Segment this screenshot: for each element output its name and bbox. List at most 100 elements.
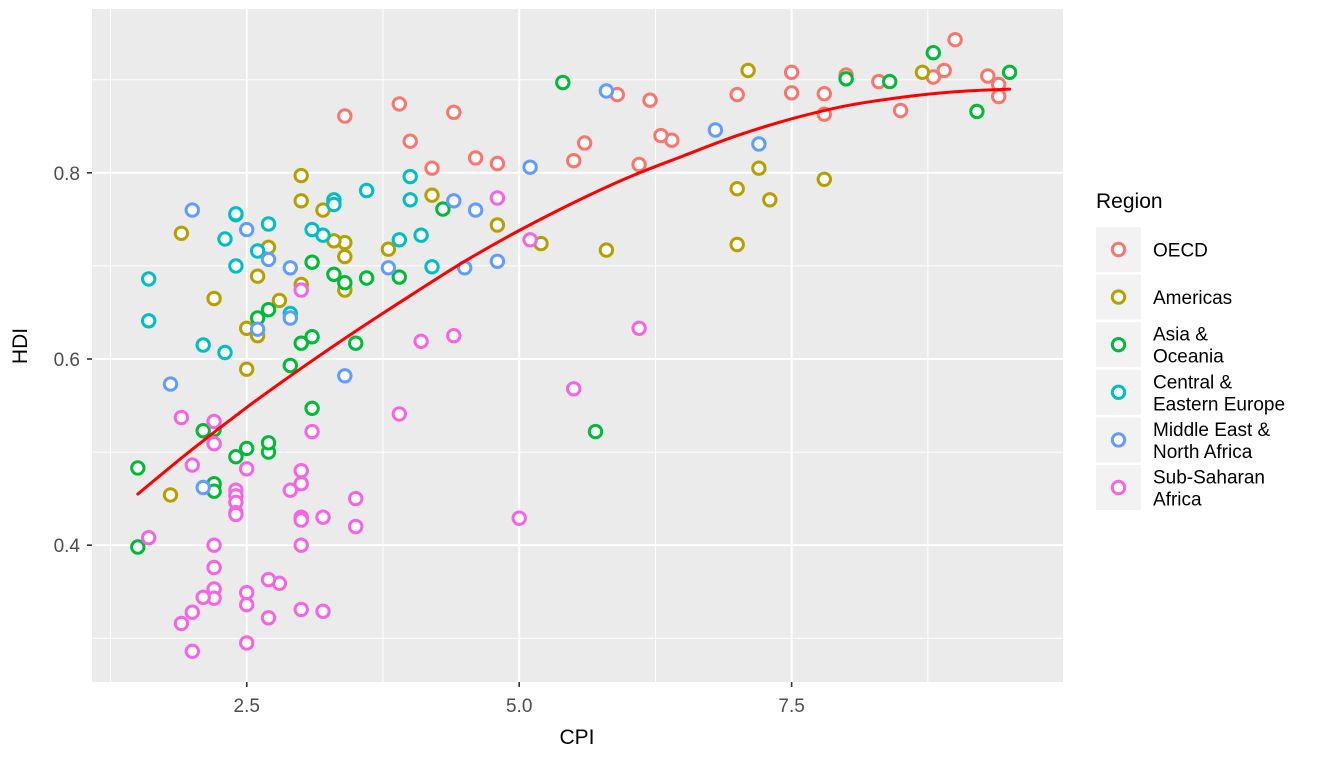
data-point-sub-saharan-africa [239, 461, 255, 477]
data-point-asia-oceania [925, 45, 941, 61]
data-point-sub-saharan-africa [631, 320, 647, 336]
data-point-middle-east-north-africa [598, 83, 615, 99]
data-point-sub-saharan-africa [206, 436, 222, 452]
data-point-oecd [467, 150, 484, 166]
data-point-oecd [566, 153, 582, 169]
data-point-americas [173, 225, 190, 242]
legend-key-marker [1110, 479, 1127, 496]
legend-item-label: Americas [1153, 288, 1232, 309]
data-point-asia-oceania [260, 435, 277, 451]
data-point-oecd [892, 102, 909, 119]
data-point-asia-oceania [555, 74, 571, 91]
data-point-americas [729, 236, 745, 253]
data-point-sub-saharan-africa [239, 584, 255, 601]
data-point-sub-saharan-africa [348, 490, 364, 507]
data-point-sub-saharan-africa [522, 232, 538, 248]
data-point-americas [598, 242, 615, 258]
data-point-middle-east-north-africa [522, 159, 538, 175]
data-point-middle-east-north-africa [162, 376, 179, 392]
legend-item-americas: Americas [1096, 274, 1232, 320]
data-point-sub-saharan-africa [293, 601, 309, 618]
data-point-sub-saharan-africa [228, 506, 244, 523]
data-point-oecd [337, 108, 353, 124]
data-point-asia-oceania [358, 270, 375, 286]
data-point-asia-oceania [304, 254, 320, 270]
data-point-asia-oceania [391, 269, 407, 285]
data-point-middle-east-north-africa [337, 368, 353, 384]
data-point-sub-saharan-africa [348, 518, 364, 535]
legend-title: Region [1096, 190, 1163, 213]
legend-item-asia-oceania: Asia &Oceania [1096, 322, 1224, 368]
legend-item-label: North Africa [1153, 442, 1253, 463]
data-point-asia-oceania [838, 71, 854, 87]
y-tick-label: 0.6 [54, 350, 80, 371]
data-point-sub-saharan-africa [206, 537, 222, 553]
data-point-asia-oceania [130, 539, 146, 555]
data-point-sub-saharan-africa [206, 413, 222, 430]
data-point-sub-saharan-africa [489, 190, 506, 206]
data-point-oecd [642, 92, 658, 108]
data-point-asia-oceania [304, 329, 320, 345]
data-point-sub-saharan-africa [315, 509, 331, 525]
data-point-sub-saharan-africa [293, 476, 309, 492]
y-tick-label: 0.8 [54, 164, 80, 185]
data-point-sub-saharan-africa [304, 423, 320, 440]
data-point-americas [914, 64, 931, 81]
data-point-sub-saharan-africa [173, 409, 190, 426]
legend-item-label: Middle East & [1153, 420, 1271, 441]
plot-panel [92, 9, 1063, 682]
data-point-central-eastern-europe [402, 192, 418, 208]
data-point-asia-oceania [969, 103, 985, 120]
data-point-oecd [816, 86, 832, 102]
trend-line [136, 87, 1012, 496]
data-point-middle-east-north-africa [184, 202, 201, 218]
axes: 2.5 5.0 7.5 0.4 0.6 0.8 [54, 164, 805, 717]
legend-item-label: Sub-Saharan [1153, 468, 1265, 489]
data-point-sub-saharan-africa [195, 589, 211, 605]
data-point-middle-east-north-africa [260, 251, 277, 268]
data-point-central-eastern-europe [402, 168, 418, 185]
legend-item-label: OECD [1153, 241, 1208, 262]
data-point-middle-east-north-africa [239, 221, 255, 238]
data-point-sub-saharan-africa [239, 597, 255, 613]
data-point-central-eastern-europe [141, 313, 157, 329]
data-points [130, 32, 1018, 659]
data-point-oecd [783, 85, 800, 101]
data-point-asia-oceania [882, 73, 898, 90]
data-point-asia-oceania [435, 201, 451, 217]
legend-item-label: Eastern Europe [1153, 394, 1285, 415]
x-tick-label: 5.0 [506, 696, 532, 717]
x-tick-label: 7.5 [778, 696, 804, 717]
data-point-middle-east-north-africa [489, 253, 506, 269]
trend-line-layer [136, 87, 1012, 496]
data-point-oecd [489, 155, 506, 172]
data-point-sub-saharan-africa [260, 571, 277, 588]
data-point-middle-east-north-africa [195, 479, 211, 496]
data-point-middle-east-north-africa [380, 260, 397, 276]
data-point-middle-east-north-africa [446, 193, 462, 209]
data-point-middle-east-north-africa [282, 260, 298, 276]
data-point-sub-saharan-africa [315, 603, 331, 619]
data-point-asia-oceania [304, 400, 320, 416]
data-point-oecd [402, 133, 418, 149]
data-point-sub-saharan-africa [511, 510, 527, 526]
data-point-sub-saharan-africa [260, 610, 277, 626]
data-point-central-eastern-europe [260, 216, 277, 232]
data-point-central-eastern-europe [141, 271, 157, 287]
data-point-asia-oceania [293, 335, 309, 351]
y-axis-title: HDI [9, 328, 32, 364]
data-point-sub-saharan-africa [391, 406, 407, 422]
data-point-oecd [631, 156, 647, 173]
data-point-sub-saharan-africa [566, 381, 582, 397]
legend-key-marker [1110, 241, 1127, 258]
data-point-asia-oceania [260, 302, 277, 318]
data-point-central-eastern-europe [228, 258, 244, 274]
data-point-americas [206, 290, 222, 307]
data-point-oecd [947, 32, 963, 48]
legend-key-marker [1110, 432, 1127, 448]
data-point-asia-oceania [130, 460, 146, 476]
data-point-oecd [783, 64, 800, 81]
